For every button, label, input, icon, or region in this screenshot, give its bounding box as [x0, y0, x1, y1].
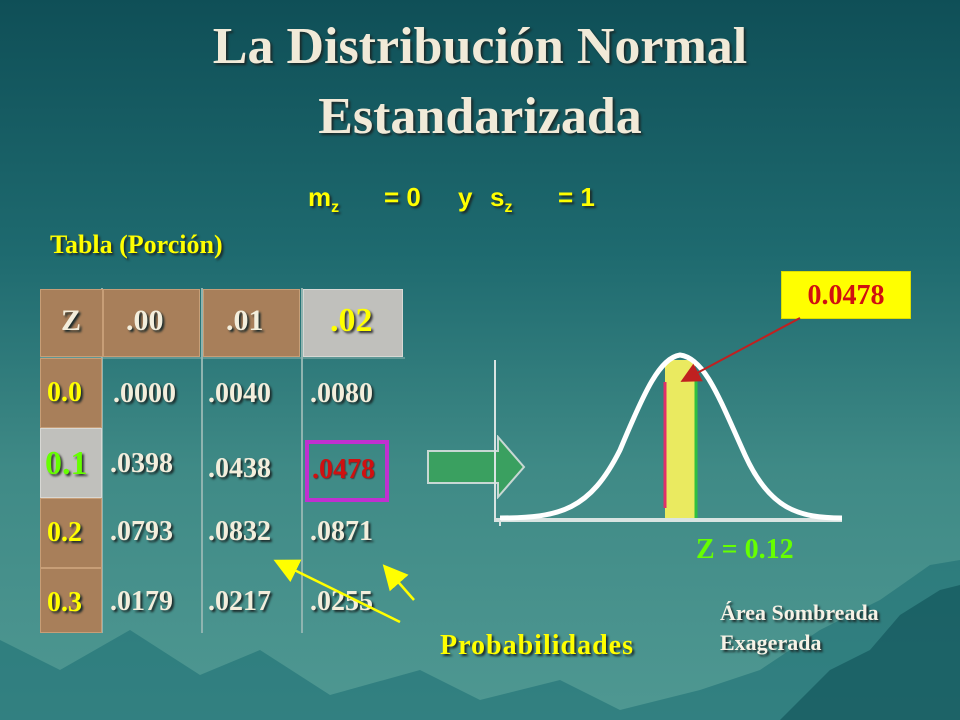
- table-cell: .0438: [208, 453, 271, 484]
- shaded-area: [665, 360, 695, 518]
- result-value-box: 0.0478: [781, 271, 911, 319]
- formula-eq2: = 1: [558, 182, 595, 212]
- normal-curve: [494, 352, 843, 526]
- table-cell: .0217: [208, 586, 271, 617]
- table-cell: .0871: [310, 516, 373, 547]
- row-label-0-0: 0.0: [40, 358, 102, 428]
- formula-m: mz: [308, 182, 340, 217]
- highlight-box: [305, 440, 389, 502]
- area-note-line-2: Exagerada: [720, 630, 822, 655]
- header-z: Z: [40, 289, 103, 357]
- table-cell: .0000: [113, 378, 176, 409]
- table-cell: .0179: [110, 586, 173, 617]
- area-note-line-1: Área Sombreada: [720, 600, 879, 625]
- formula-eq1: = 0: [384, 182, 421, 212]
- table-cell: .0080: [310, 378, 373, 409]
- z-value-label: Z = 0.12: [696, 534, 794, 565]
- table-cell: .0255: [310, 586, 373, 617]
- mountain-background: [0, 560, 960, 720]
- header-02: .02: [303, 289, 403, 357]
- row-label-0-3: 0.3: [40, 568, 102, 633]
- header-01: .01: [203, 289, 300, 357]
- arrow-right-icon: [427, 435, 526, 499]
- table-cell: .0832: [208, 516, 271, 547]
- formula: mz = 0 y sz = 1: [300, 182, 660, 218]
- header-00: .00: [103, 289, 200, 357]
- formula-s: sz: [490, 182, 513, 217]
- table-label: Tabla (Porción): [50, 230, 223, 259]
- probabilidades-label: Probabilidades: [440, 630, 634, 661]
- highlighted-cell: .0478: [312, 454, 375, 485]
- title-line-2: Estandarizada: [318, 88, 642, 145]
- title-line-1: La Distribución Normal: [212, 18, 748, 75]
- row-label-0-1: 0.1: [40, 428, 102, 498]
- table-cell: .0398: [110, 448, 173, 479]
- formula-y: y: [458, 182, 473, 212]
- table-cell: .0040: [208, 378, 271, 409]
- table-cell: .0793: [110, 516, 173, 547]
- row-label-0-2: 0.2: [40, 498, 102, 568]
